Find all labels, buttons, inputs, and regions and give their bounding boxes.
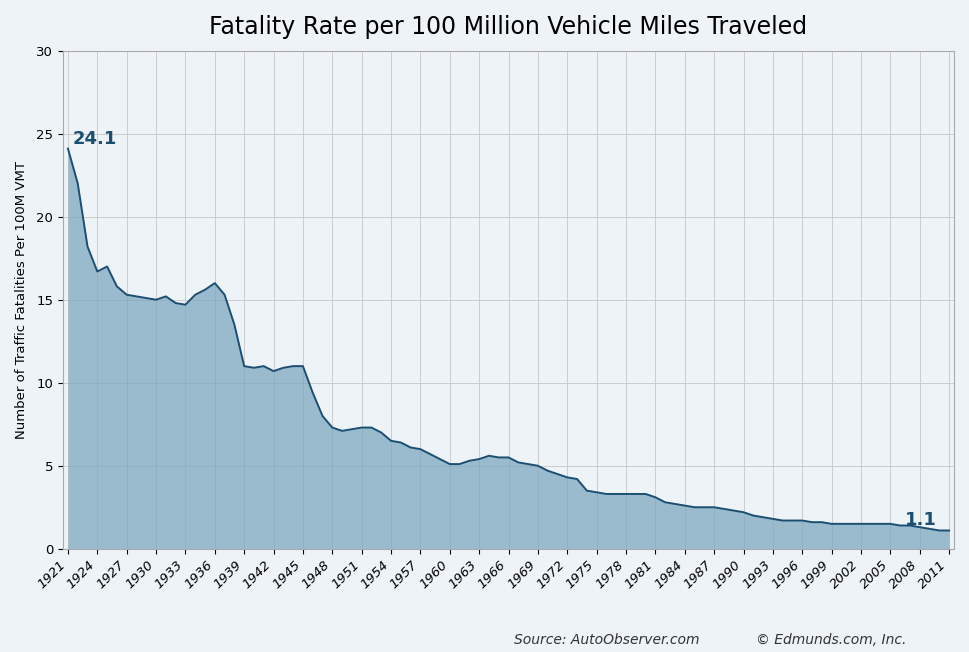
- Text: © Edmunds.com, Inc.: © Edmunds.com, Inc.: [756, 633, 906, 647]
- Text: 1.1: 1.1: [905, 511, 937, 529]
- Text: 24.1: 24.1: [73, 130, 117, 147]
- Text: Source: AutoObserver.com: Source: AutoObserver.com: [514, 633, 699, 647]
- Title: Fatality Rate per 100 Million Vehicle Miles Traveled: Fatality Rate per 100 Million Vehicle Mi…: [209, 15, 807, 39]
- Y-axis label: Number of Traffic Fatalities Per 100M VMT: Number of Traffic Fatalities Per 100M VM…: [15, 160, 28, 439]
